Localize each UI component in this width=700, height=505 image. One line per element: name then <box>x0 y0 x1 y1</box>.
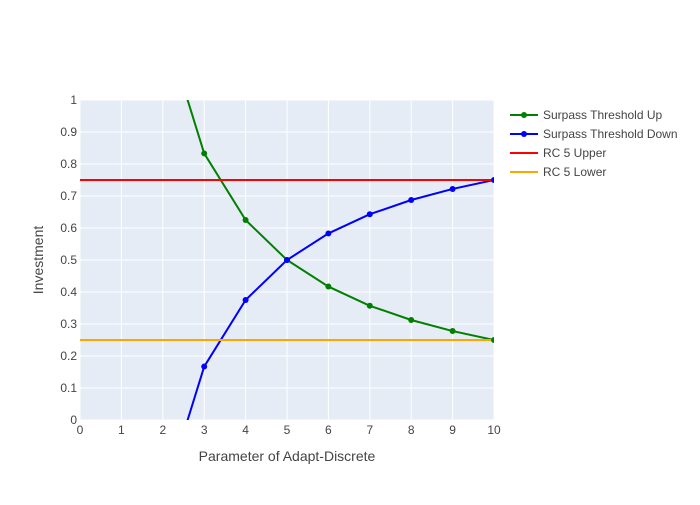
legend[interactable]: Surpass Threshold Up Surpass Threshold Do… <box>510 108 678 179</box>
x-tick-label: 9 <box>449 423 456 437</box>
data-point-surpass-threshold-down <box>408 197 415 203</box>
x-tick-label: 5 <box>284 423 291 437</box>
data-point-surpass-threshold-down <box>284 257 290 263</box>
data-point-surpass-threshold-down <box>201 363 208 370</box>
tick-labels: 0 1 2 3 4 5 6 7 8 9 10 0 0.1 0.2 0.3 0.4 0.5 0.6 0.7 0.8 0.9… <box>60 93 501 437</box>
x-tick-label: 8 <box>408 423 415 437</box>
legend-item-surpass-threshold-down[interactable]: Surpass Threshold Down <box>510 127 678 141</box>
x-tick-label: 0 <box>77 423 84 437</box>
data-point-surpass-threshold-up <box>160 17 166 23</box>
y-tick-label: 0.9 <box>60 125 77 139</box>
legend-marker <box>521 112 527 118</box>
legend-label: Surpass Threshold Down <box>543 127 678 141</box>
data-point-surpass-threshold-up <box>408 317 415 323</box>
data-point-surpass-threshold-down <box>491 177 494 183</box>
y-tick-label: 0.4 <box>60 285 77 299</box>
x-tick-label: 2 <box>159 423 166 437</box>
data-point-surpass-threshold-down <box>366 211 373 218</box>
y-tick-label: 0.7 <box>60 189 77 203</box>
data-point-surpass-threshold-up <box>325 283 332 290</box>
legend-label: Surpass Threshold Up <box>543 108 663 122</box>
data-point-surpass-threshold-up <box>201 150 208 157</box>
x-tick-label: 1 <box>118 423 125 437</box>
data-point-surpass-threshold-down <box>325 230 332 237</box>
y-tick-label: 0 <box>70 413 77 427</box>
y-axis-title: Investment <box>30 226 46 295</box>
y-tick-label: 0.1 <box>60 381 77 395</box>
x-tick-label: 10 <box>487 423 501 437</box>
data-point-surpass-threshold-up <box>366 302 373 309</box>
x-axis-title: Parameter of Adapt-Discrete <box>199 448 376 464</box>
legend-label: RC 5 Lower <box>543 165 606 179</box>
y-tick-label: 0.3 <box>60 317 77 331</box>
legend-item-rc-5-lower[interactable]: RC 5 Lower <box>510 165 606 179</box>
marker-layer <box>160 17 494 370</box>
x-tick-label: 7 <box>366 423 373 437</box>
y-tick-label: 0.8 <box>60 157 77 171</box>
x-tick-label: 6 <box>325 423 332 437</box>
data-point-surpass-threshold-up <box>449 328 456 335</box>
data-point-surpass-threshold-up <box>491 337 494 343</box>
x-tick-label: 3 <box>201 423 208 437</box>
data-point-surpass-threshold-down <box>449 185 456 192</box>
legend-marker <box>521 131 527 137</box>
data-point-surpass-threshold-up <box>242 217 249 223</box>
y-tick-label: 0.5 <box>60 253 77 267</box>
data-point-surpass-threshold-down <box>242 297 249 303</box>
legend-item-surpass-threshold-up[interactable]: Surpass Threshold Up <box>510 108 663 122</box>
legend-label: RC 5 Upper <box>543 146 606 160</box>
y-tick-label: 0.6 <box>60 221 77 235</box>
legend-item-rc-5-upper[interactable]: RC 5 Upper <box>510 146 606 160</box>
x-tick-label: 4 <box>242 423 249 437</box>
y-tick-label: 0.2 <box>60 349 77 363</box>
y-tick-label: 1 <box>70 93 77 107</box>
